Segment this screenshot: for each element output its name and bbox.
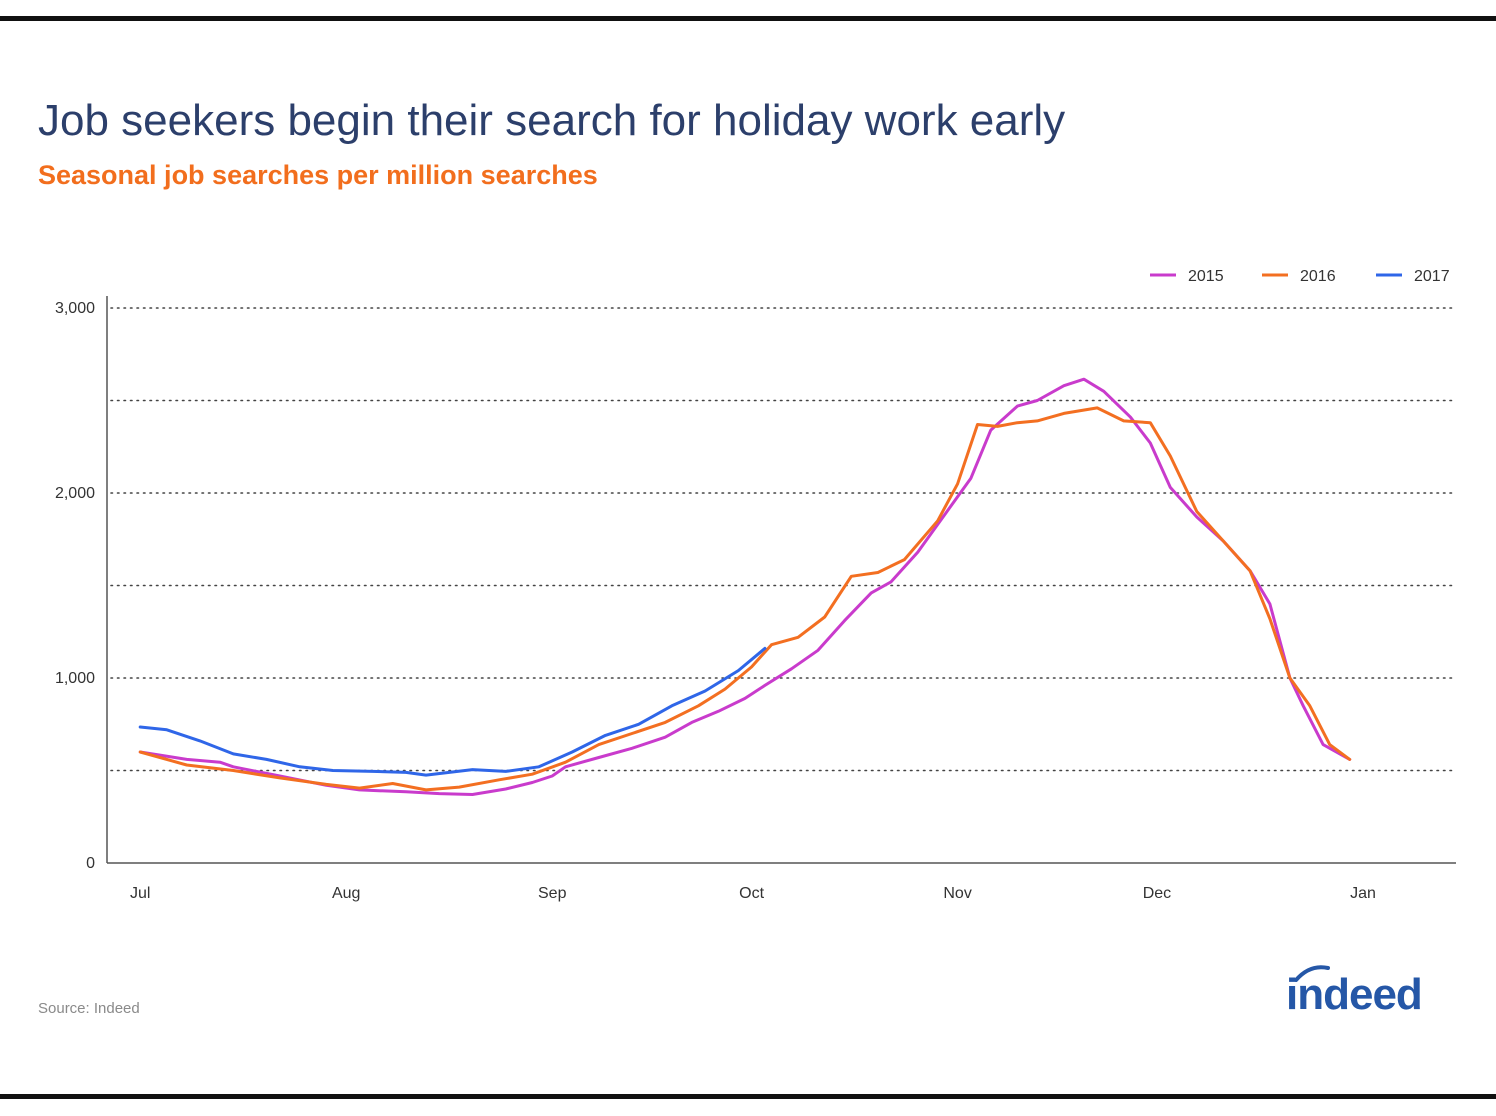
y-tick-label: 2,000 <box>55 485 95 502</box>
grid-lines <box>110 307 1457 772</box>
x-tick-label: Nov <box>943 885 971 902</box>
x-tick-label: Jan <box>1350 885 1376 902</box>
x-tick-label: Jul <box>130 885 150 902</box>
legend-label-2017: 2017 <box>1414 268 1450 285</box>
series-line-2016 <box>138 406 1352 792</box>
chart-subtitle: Seasonal job searches per million search… <box>38 160 598 190</box>
legend-label-2015: 2015 <box>1188 268 1224 285</box>
indeed-logo-icon <box>1294 965 1330 982</box>
logo-wordmark: indeed <box>1286 970 1423 1019</box>
x-tick-label: Dec <box>1143 885 1171 902</box>
chart-title: Job seekers begin their search for holid… <box>38 96 1066 145</box>
x-axis-ticks: Jul Aug Sep Oct Nov Dec Jan <box>130 885 1376 902</box>
y-tick-label: 0 <box>86 855 95 872</box>
x-tick-label: Sep <box>538 885 567 902</box>
y-tick-label: 3,000 <box>55 300 95 317</box>
legend: 2015 2016 2017 <box>1150 268 1450 285</box>
top-rule <box>0 16 1496 21</box>
series-line-2015 <box>138 377 1352 796</box>
y-axis-ticks: 0 1,000 2,000 3,000 <box>55 300 95 872</box>
series-lines <box>138 377 1352 796</box>
x-tick-label: Oct <box>739 885 764 902</box>
y-tick-label: 1,000 <box>55 670 95 687</box>
series-line-2017 <box>138 646 767 777</box>
axes <box>106 296 1456 864</box>
bottom-rule <box>0 1094 1496 1099</box>
indeed-logo: indeed <box>1286 965 1462 1028</box>
source-note: Source: Indeed <box>38 1000 140 1017</box>
legend-label-2016: 2016 <box>1300 268 1336 285</box>
x-tick-label: Aug <box>332 885 360 902</box>
